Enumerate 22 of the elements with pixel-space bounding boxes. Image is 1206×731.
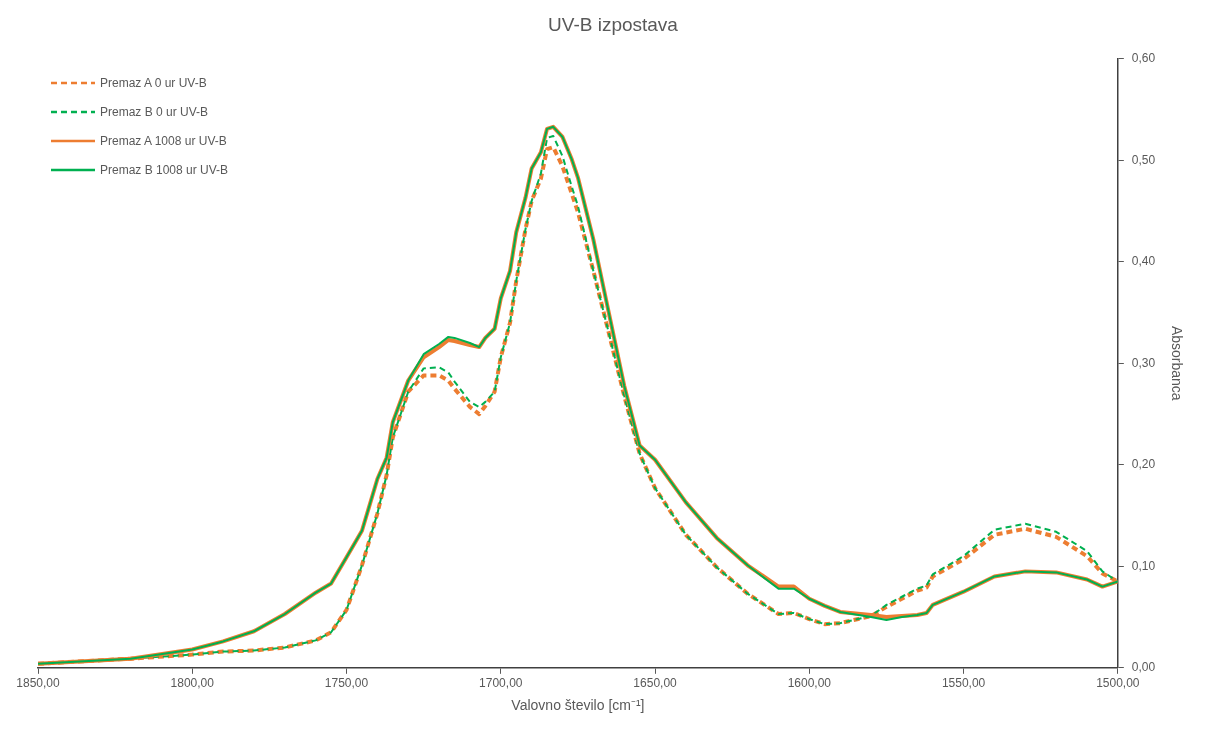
x-axis-title: Valovno število [cm⁻¹] xyxy=(511,697,645,714)
x-tick-label: 1800,00 xyxy=(170,676,215,691)
legend-label: Premaz B 1008 ur UV-B xyxy=(100,163,229,178)
x-tick-label: 1550,00 xyxy=(941,676,986,691)
x-tick-label: 1650,00 xyxy=(633,676,678,691)
x-tick-label: 1700,00 xyxy=(479,676,523,691)
x-tick-label: 1600,00 xyxy=(787,676,832,691)
y-tick-label: 0,20 xyxy=(1131,457,1156,472)
y-tick-label: 0,00 xyxy=(1131,660,1156,675)
y-axis-title: Absorbanca xyxy=(1168,325,1185,401)
x-tick-label: 1750,00 xyxy=(324,676,369,691)
x-tick-label: 1500,00 xyxy=(1096,676,1140,691)
legend-label: Premaz B 0 ur UV-B xyxy=(100,105,209,120)
y-tick-label: 0,10 xyxy=(1131,558,1156,573)
y-tick-label: 0,30 xyxy=(1131,355,1156,370)
legend-label: Premaz A 1008 ur UV-B xyxy=(100,134,227,149)
y-tick-label: 0,60 xyxy=(1131,51,1156,66)
chart-title: UV-B izpostava xyxy=(548,13,679,35)
y-tick-label: 0,40 xyxy=(1131,254,1156,269)
y-tick-label: 0,50 xyxy=(1131,152,1156,167)
x-tick-label: 1850,00 xyxy=(16,676,61,691)
legend-label: Premaz A 0 ur UV-B xyxy=(100,76,207,91)
